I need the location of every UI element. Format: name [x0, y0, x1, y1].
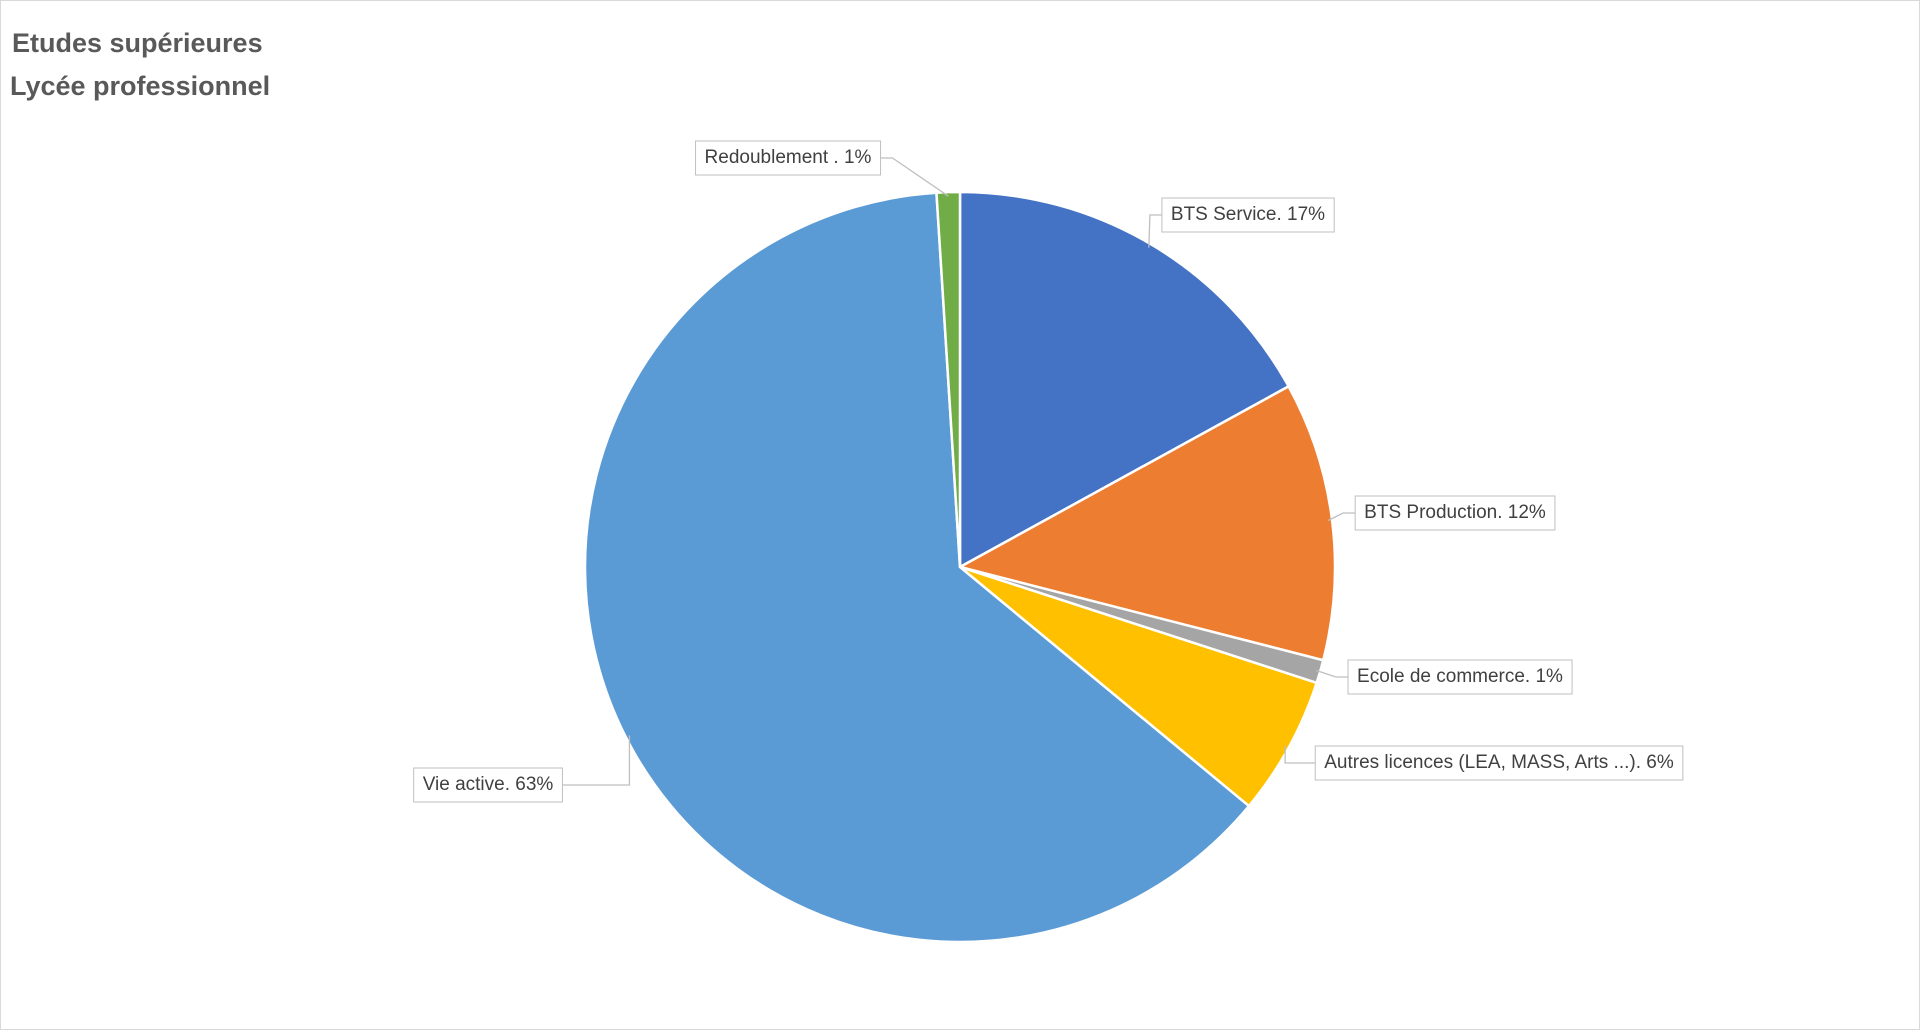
leader-line: [1316, 669, 1349, 678]
pie-slice: [958, 190, 1291, 570]
leader-line: [562, 735, 631, 786]
label-text: Vie active. 63%: [423, 774, 554, 795]
leader-line: [1327, 512, 1356, 522]
label-text: Redoublement . 1%: [705, 147, 872, 168]
label-box: [1347, 659, 1573, 695]
leader-line: [880, 157, 949, 197]
data-label: Redoublement . 1%: [695, 140, 882, 176]
data-label: BTS Production. 12%: [1354, 495, 1556, 531]
pie-slice: [935, 190, 962, 568]
label-text: Ecole de commerce. 1%: [1357, 666, 1563, 687]
label-box: [1354, 495, 1556, 531]
data-label: Ecole de commerce. 1%: [1347, 659, 1573, 695]
chart-title: Lycée professionnel: [10, 71, 270, 101]
pie-slice: [583, 191, 1251, 944]
label-box: [413, 767, 563, 803]
chart-title: Etudes supérieures: [12, 28, 263, 58]
label-text: Autres licences (LEA, MASS, Arts ...). 6…: [1324, 752, 1674, 773]
data-label: Autres licences (LEA, MASS, Arts ...). 6…: [1314, 745, 1684, 781]
label-text: BTS Service. 17%: [1171, 204, 1325, 225]
pie-slice: [959, 565, 1319, 808]
leader-line: [1284, 745, 1316, 764]
pie-slice: [956, 384, 1337, 662]
data-label: BTS Service. 17%: [1161, 197, 1335, 233]
label-box: [1314, 745, 1684, 781]
label-text: BTS Production. 12%: [1364, 502, 1546, 523]
data-label: Vie active. 63%: [413, 767, 563, 803]
label-box: [1161, 197, 1335, 233]
label-box: [695, 140, 882, 176]
leader-line: [1148, 214, 1162, 248]
